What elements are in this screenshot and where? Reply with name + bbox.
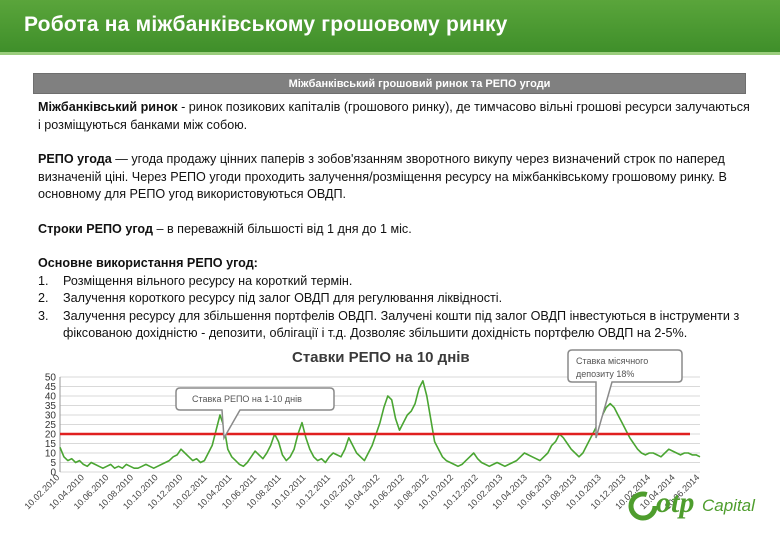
list-item: 2. Залучення короткого ресурсу під залог … — [38, 290, 750, 308]
y-tick-label: 40 — [45, 392, 57, 403]
definition-interbank-text: - ринок позикових капіталів (грошового р… — [38, 100, 750, 132]
otp-capital-logo: otp Capital — [626, 484, 756, 528]
section-title: Міжбанківський грошовий ринок та РЕПО уг… — [288, 78, 551, 90]
callout-repo: Ставка РЕПО на 1-10 днів — [175, 387, 335, 441]
callout-deposit-bubble — [567, 349, 683, 439]
usage-list: 1. Розміщення вільного ресурсу на коротки… — [38, 273, 750, 343]
callout-deposit: Ставка місячного депозиту 18% — [567, 349, 683, 439]
callout-repo-text: Ставка РЕПО на 1-10 днів — [192, 394, 302, 404]
chart-series — [59, 379, 701, 469]
callout-repo-bubble — [175, 387, 335, 441]
list-item-number: 2. — [38, 291, 49, 305]
y-tick-label: 20 — [45, 430, 57, 441]
callout-deposit-text-2: депозиту 18% — [576, 369, 634, 379]
list-item: 1. Розміщення вільного ресурсу на коротки… — [38, 273, 750, 291]
logo-sub-text: Capital — [702, 496, 755, 515]
usage-block: Основне використання РЕПО угод: 1. Розміщ… — [38, 255, 750, 343]
content-body: Міжбанківський ринок - ринок позикових к… — [38, 99, 750, 343]
repo-terms-text: – в переважній більшості від 1 дня до 1 … — [152, 221, 412, 236]
definition-repo: РЕПО угода — угода продажу цінних папері… — [38, 151, 750, 204]
term-repo: РЕПО угода — [38, 152, 112, 166]
term-repo-terms: Строки РЕПО угод — [38, 221, 153, 236]
y-tick-label: 50 — [45, 373, 57, 384]
list-item-text: Залучення короткого ресурсу під залог ОВ… — [63, 291, 503, 305]
list-item: 3. Залучення ресурсу для збільшення портф… — [38, 308, 750, 343]
section-title-bar: Міжбанківський грошовий ринок та РЕПО уг… — [33, 73, 746, 94]
y-tick-label: 10 — [45, 449, 57, 460]
list-item-text: Розміщення вільного ресурсу на короткий … — [63, 273, 353, 288]
usage-title: Основне використання РЕПО угод: — [38, 256, 258, 270]
header-bar: Робота на міжбанківському грошовому ринк… — [0, 0, 780, 52]
definition-interbank: Міжбанківський ринок - ринок позикових к… — [38, 99, 750, 134]
callout-deposit-text-1: Ставка місячного — [576, 356, 648, 366]
y-tick-label: 0 — [50, 468, 56, 479]
list-item-number: 1. — [38, 273, 49, 288]
y-tick-label: 5 — [50, 458, 56, 469]
definition-repo-text: — угода продажу цінних паперів з зобов'я… — [38, 152, 727, 201]
page-title: Робота на міжбанківському грошовому ринк… — [24, 13, 508, 36]
y-tick-label: 30 — [45, 411, 57, 422]
y-tick-label: 35 — [45, 401, 57, 412]
logo-mark-icon — [628, 491, 658, 521]
header-divider — [0, 52, 780, 55]
logo-brand-text: otp — [656, 486, 695, 519]
y-tick-label: 45 — [45, 382, 57, 393]
repo-rate-chart: Ставки РЕПО на 10 днів 05101520253035404… — [22, 349, 701, 511]
repo-rate-line — [59, 379, 701, 469]
y-tick-label: 15 — [45, 439, 57, 450]
x-axis-ticks: 10.02.201010.04.201010.06.201010.08.2010… — [22, 472, 701, 511]
y-tick-label: 25 — [45, 420, 57, 431]
term-interbank: Міжбанківський ринок — [38, 100, 178, 114]
repo-terms: Строки РЕПО угод – в переважній більшост… — [38, 221, 750, 239]
list-item-number: 3. — [38, 308, 49, 323]
chart-title: Ставки РЕПО на 10 днів — [292, 349, 470, 366]
list-item-text: Залучення ресурсу для збільшення портфел… — [63, 308, 740, 341]
